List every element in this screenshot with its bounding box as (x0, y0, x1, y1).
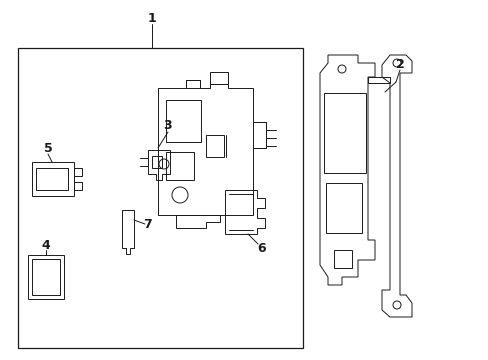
Text: 2: 2 (395, 58, 404, 71)
Text: 6: 6 (257, 242, 266, 255)
Text: 4: 4 (41, 239, 50, 252)
Bar (36, 168, 68, 190)
Text: 7: 7 (143, 217, 152, 230)
Bar (32, 259, 60, 295)
Bar (205, 135, 224, 157)
Bar (324, 93, 365, 173)
Bar (152, 156, 162, 168)
Text: 5: 5 (43, 141, 52, 154)
Bar (333, 250, 351, 268)
Text: 3: 3 (163, 118, 172, 131)
Bar (325, 183, 361, 233)
Bar (165, 100, 201, 142)
Bar (165, 152, 194, 180)
Bar (28, 255, 64, 299)
Text: 1: 1 (147, 12, 156, 24)
Bar (18, 48, 303, 348)
